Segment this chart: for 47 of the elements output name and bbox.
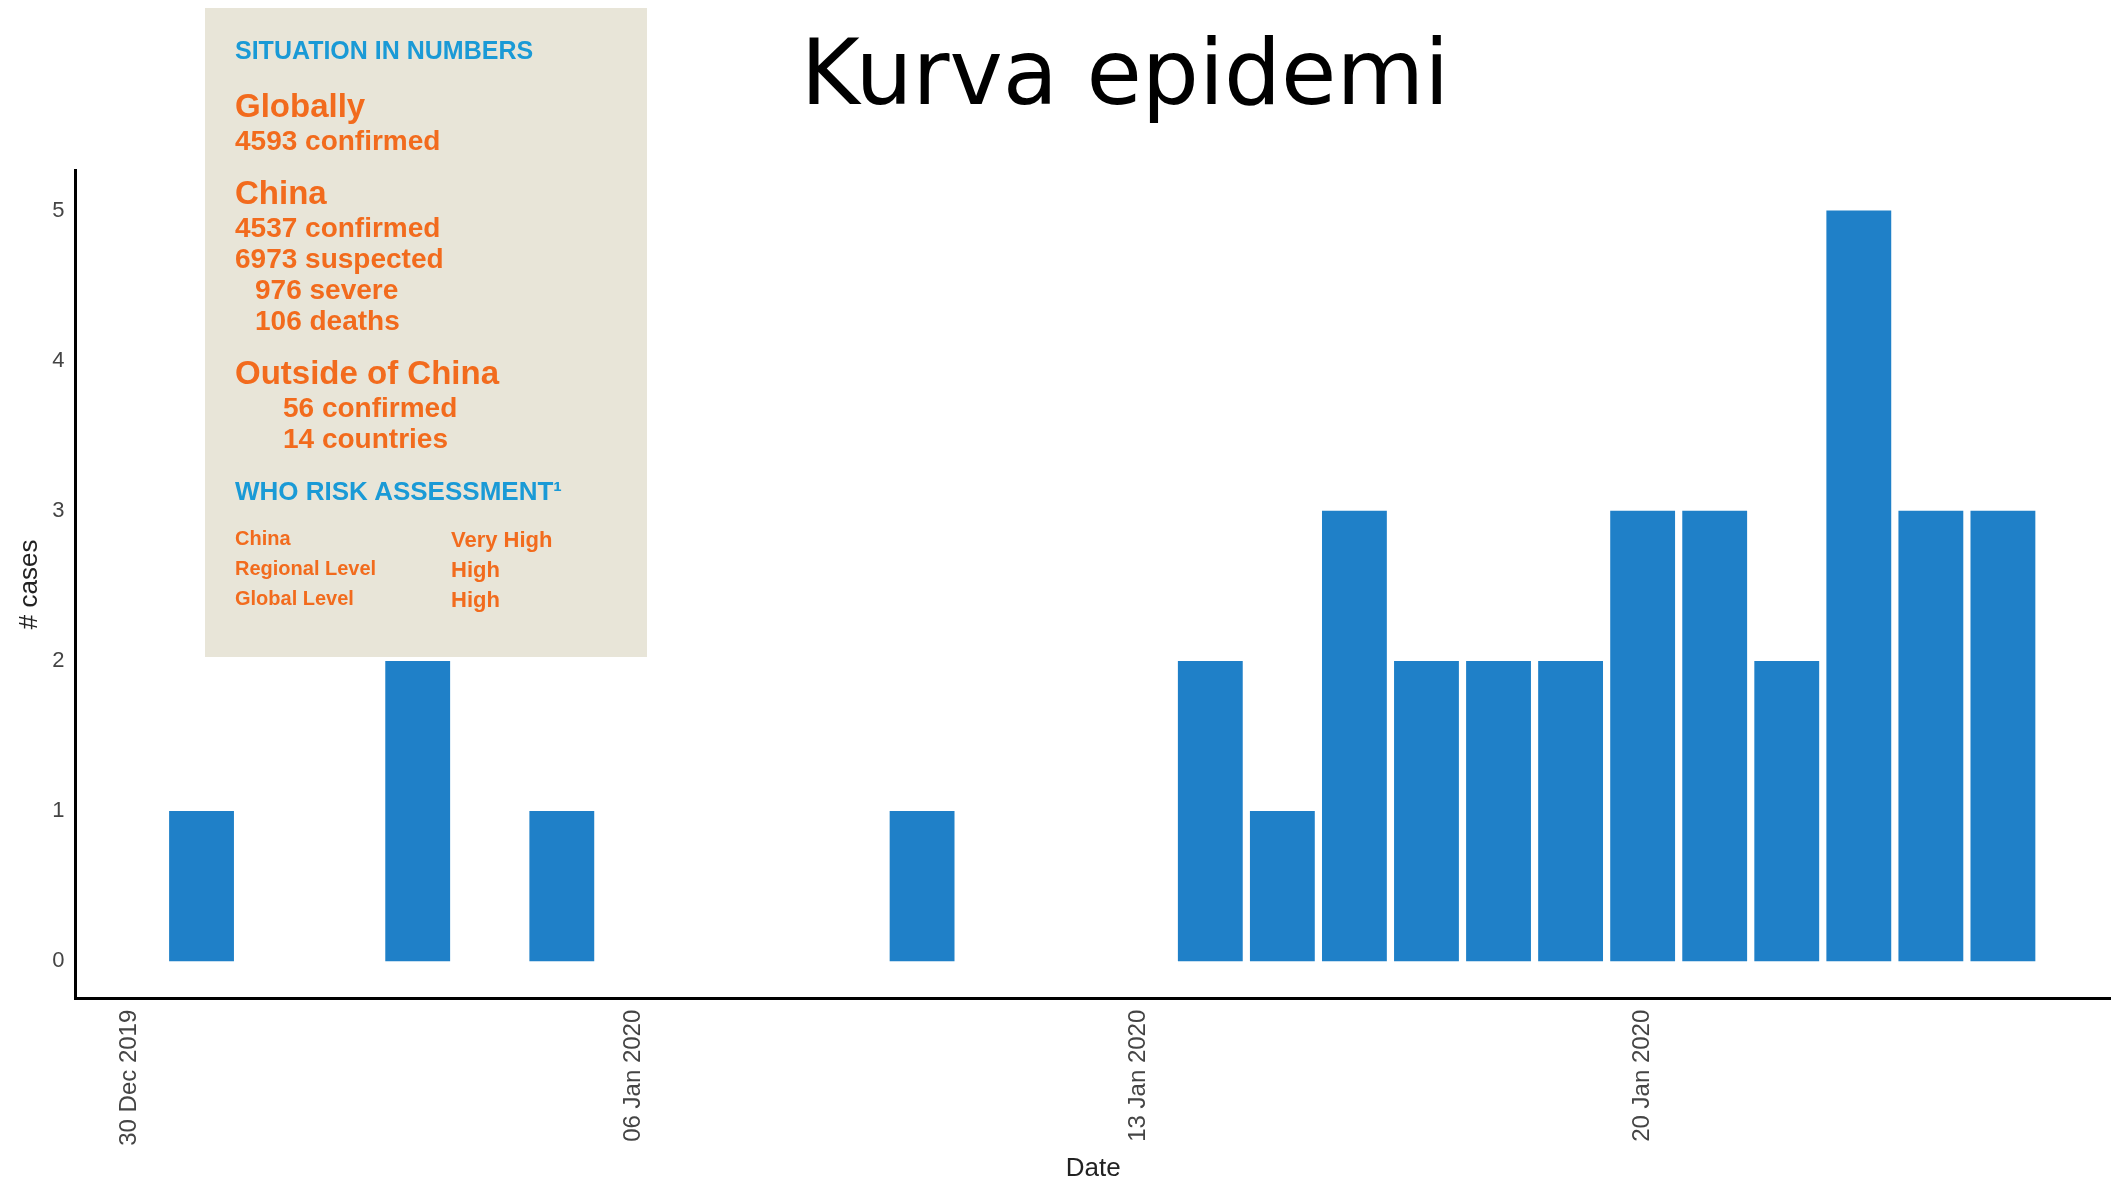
bar bbox=[529, 811, 595, 962]
x-tick-label: 06 Jan 2020 bbox=[618, 1009, 646, 1142]
annotation: 56 confirmed bbox=[282, 392, 459, 423]
y-tick-label: 5 bbox=[52, 196, 65, 222]
bar bbox=[1754, 660, 1820, 962]
annotation: 6973 suspected bbox=[235, 243, 445, 274]
bar bbox=[1177, 660, 1243, 962]
y-tick-label: 3 bbox=[52, 496, 65, 522]
chart-title: Kurva epidemi bbox=[799, 20, 1451, 125]
annotation: 976 severe bbox=[254, 274, 400, 305]
annotation: High bbox=[451, 557, 501, 583]
bar bbox=[1394, 660, 1459, 962]
bar bbox=[1898, 510, 1964, 962]
bar bbox=[1538, 660, 1604, 962]
bar bbox=[1610, 510, 1676, 962]
annotation: Very High bbox=[451, 527, 554, 553]
bar bbox=[1466, 660, 1531, 962]
annotation: High bbox=[451, 587, 501, 613]
x-axis-title: Date bbox=[1065, 1151, 1121, 1182]
text: SITUATION IN NUMBERS bbox=[235, 36, 535, 65]
bar bbox=[1321, 510, 1387, 962]
x-tick-label: 20 Jan 2020 bbox=[1627, 1009, 1655, 1142]
bar bbox=[889, 811, 955, 962]
annotation: 14 countries bbox=[282, 423, 449, 454]
annotation: Regional Level bbox=[235, 557, 378, 581]
annotation: 4537 confirmed bbox=[235, 212, 442, 243]
bar bbox=[385, 660, 451, 962]
y-tick-label: 0 bbox=[52, 947, 65, 973]
bar bbox=[1249, 811, 1315, 962]
text: 4593 confirmed bbox=[235, 125, 442, 156]
y-tick-label: 2 bbox=[52, 646, 65, 672]
bar bbox=[169, 811, 234, 962]
annotation: China bbox=[235, 174, 328, 212]
annotation: Global Level bbox=[235, 587, 355, 611]
bar bbox=[1970, 510, 2036, 962]
annotation: WHO RISK ASSESSMENT¹ bbox=[235, 476, 563, 507]
y-tick-label: 4 bbox=[52, 346, 65, 372]
annotation: 106 deaths bbox=[254, 305, 401, 336]
annotation: China bbox=[235, 527, 292, 551]
y-axis-title: # cases bbox=[12, 539, 43, 630]
bar bbox=[1682, 510, 1748, 962]
bar bbox=[1826, 210, 1892, 962]
y-tick-label: 1 bbox=[52, 797, 65, 823]
x-tick-label: 30 Dec 2019 bbox=[114, 1009, 142, 1146]
text: Globally bbox=[235, 87, 367, 125]
x-tick-label: 13 Jan 2020 bbox=[1122, 1009, 1150, 1142]
annotation: Outside of China bbox=[235, 354, 501, 392]
